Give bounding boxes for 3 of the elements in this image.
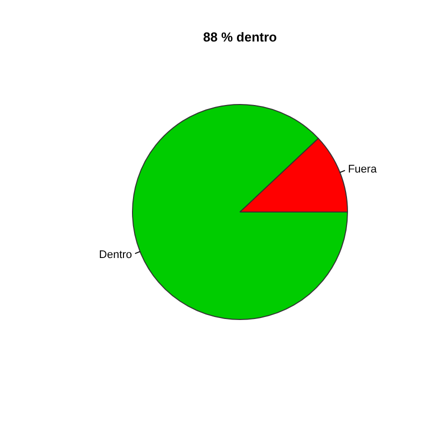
slice-label: Fuera [348,163,378,176]
chart-title: 88 % dentro [203,30,277,45]
slice-label: Dentro [99,248,132,261]
